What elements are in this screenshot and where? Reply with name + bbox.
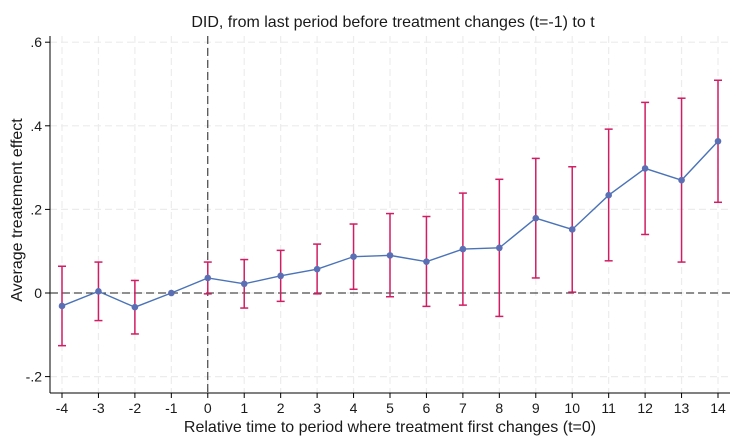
estimate-point [459, 245, 467, 253]
x-tick-label: -4 [56, 400, 69, 416]
estimate-point [277, 272, 284, 280]
estimate-point [350, 253, 357, 260]
y-tick-label: .2 [30, 201, 42, 217]
y-tick-label: 0 [34, 285, 42, 301]
y-tick-label: .4 [30, 118, 42, 134]
x-tick-label: 10 [564, 400, 580, 416]
x-tick-label: 11 [601, 400, 616, 416]
x-tick-label: 2 [277, 400, 285, 416]
estimate-point [605, 191, 612, 199]
chart-title: DID, from last period before treatment c… [191, 14, 595, 31]
estimate-point [58, 302, 66, 310]
estimate-point [641, 165, 649, 172]
estimate-point [240, 280, 248, 288]
x-tick-label: 4 [350, 400, 358, 416]
estimate-point [386, 252, 394, 259]
x-tick-label: 13 [674, 400, 690, 416]
x-tick-label: 5 [386, 400, 394, 416]
estimate-point [131, 303, 139, 311]
x-tick-label: 9 [532, 400, 540, 416]
estimate-point [168, 289, 175, 297]
estimate-points [58, 137, 722, 311]
estimate-point [313, 265, 321, 273]
x-tick-label: 14 [710, 400, 726, 416]
estimate-point [532, 214, 540, 222]
x-tick-label: 6 [423, 400, 431, 416]
y-axis-ticks: -.2 0 .2 .4 .6 [26, 34, 50, 385]
x-tick-label: 7 [459, 400, 467, 416]
x-tick-label: 3 [313, 400, 321, 416]
estimate-point [423, 258, 430, 265]
x-axis-label: Relative time to period where treatment … [184, 419, 596, 436]
estimate-point [496, 244, 503, 252]
estimate-point [95, 288, 102, 295]
x-tick-label: 12 [637, 400, 653, 416]
x-tick-label: 1 [240, 400, 248, 416]
x-tick-label: -1 [165, 400, 178, 416]
estimate-point [714, 137, 722, 145]
x-tick-label: -3 [92, 400, 105, 416]
x-axis-ticks: -4 -3 -2 -1 0 1 2 3 4 5 6 7 8 9 10 11 12 13 14 [56, 393, 726, 416]
x-tick-label: 8 [495, 400, 503, 416]
y-tick-label: .6 [30, 34, 42, 50]
estimate-point [678, 176, 685, 184]
x-tick-label: 0 [204, 400, 212, 416]
estimate-point [568, 226, 576, 233]
y-tick-label: -.2 [26, 369, 43, 385]
y-axis-label: Average treatement effect [9, 118, 26, 302]
x-tick-label: -2 [129, 400, 142, 416]
estimate-point [204, 274, 212, 282]
